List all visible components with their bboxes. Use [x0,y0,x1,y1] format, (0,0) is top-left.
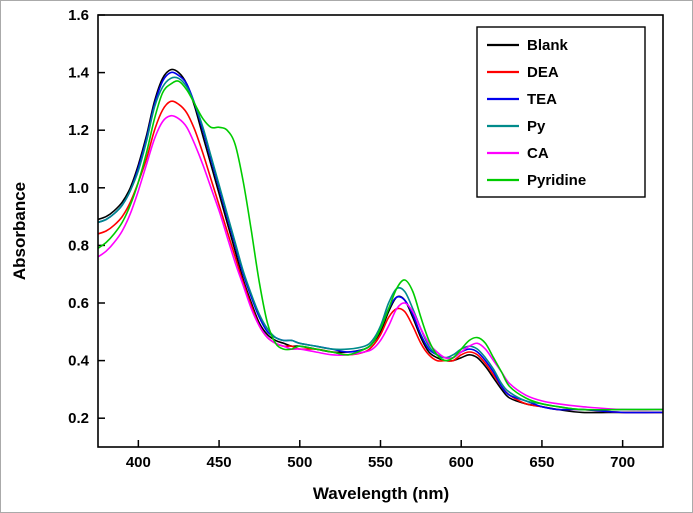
legend-label: Blank [527,37,569,54]
legend-item-blank: Blank [487,37,569,54]
legend-label: CA [527,145,549,162]
y-tick-label: 1.0 [68,180,89,197]
legend-label: DEA [527,64,559,81]
legend-label: TEA [527,91,557,108]
y-tick-label: 1.6 [68,7,89,24]
x-tick-label: 700 [610,454,635,471]
x-tick-label: 600 [449,454,474,471]
y-tick-label: 0.6 [68,295,89,312]
plot-frame [97,14,664,448]
plot-area: 400 450 500 550 600 650 700 0.2 0.4 0.6 0.8 1.0 1.2 1… [68,7,664,471]
legend-box [476,26,646,198]
legend-item-tea: TEA [487,91,557,108]
y-tick-label: 1.2 [68,122,89,139]
y-tick-label: 0.4 [68,353,90,370]
x-tick-label: 650 [529,454,554,471]
series-line-ca [98,114,663,411]
x-axis-title: Wavelength (nm) [313,484,449,503]
legend: Blank DEA TEA Py CA Pyridine [476,26,646,198]
legend-item-ca: CA [487,145,549,162]
series-line-pyridine [98,80,663,411]
x-tick-label: 400 [126,454,151,471]
legend-item-dea: DEA [487,64,559,81]
legend-item-pyridine: Pyridine [487,172,586,189]
x-tick-label: 500 [287,454,312,471]
series-lines [98,68,663,414]
legend-label: Py [527,118,546,135]
legend-label: Pyridine [527,172,586,189]
legend-item-py: Py [487,118,546,135]
x-tick-label: 550 [368,454,393,471]
y-tick-label: 1.4 [68,65,90,82]
y-tick-label: 0.8 [68,237,89,254]
x-tick-label: 450 [207,454,232,471]
y-axis-title: Absorbance [10,182,29,280]
y-tick-label: 0.2 [68,410,89,427]
series-line-py [98,76,663,411]
